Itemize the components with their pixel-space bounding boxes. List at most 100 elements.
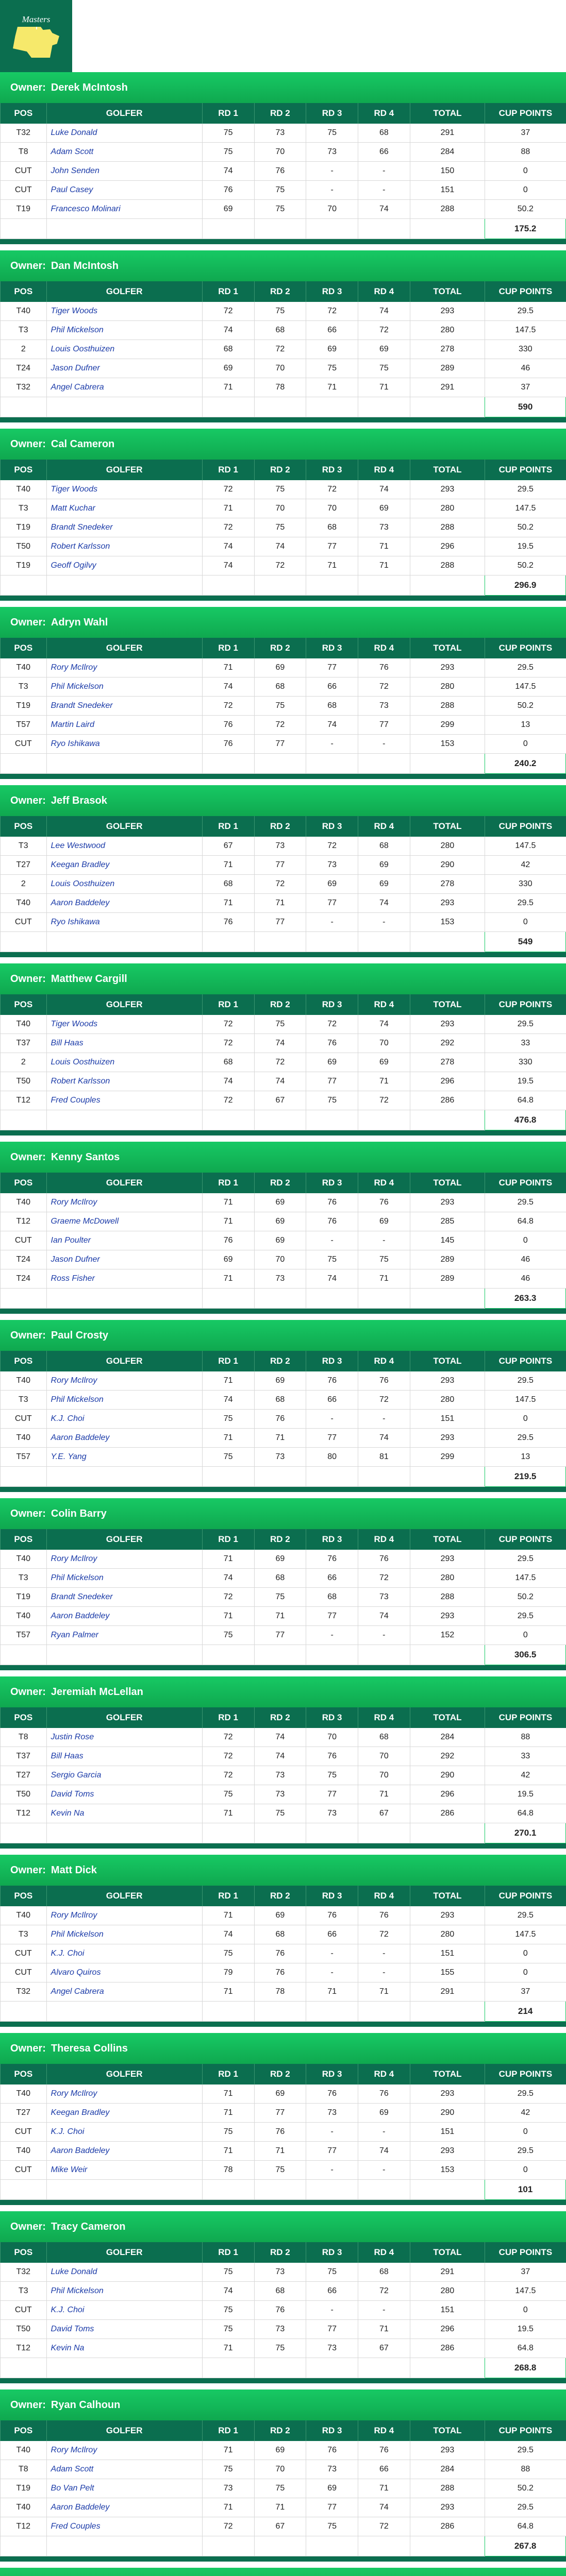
rd3-cell: -	[306, 1963, 358, 1982]
cup-points-cell: 0	[485, 735, 566, 754]
rd2-cell: 71	[254, 2142, 306, 2161]
rd4-cell: -	[358, 2301, 410, 2320]
cup-points-cell: 46	[485, 1269, 566, 1289]
owner-name-11: Theresa Collins	[51, 2043, 128, 2055]
rd3-cell: 76	[306, 1193, 358, 1212]
cup-points-cell: 37	[485, 1982, 566, 2002]
total-cell: 151	[410, 1944, 485, 1963]
rd2-cell: 76	[254, 162, 306, 181]
rd1-cell: 71	[202, 2084, 254, 2104]
cup-points-cell: 0	[485, 2123, 566, 2142]
rd3-cell: 68	[306, 1588, 358, 1607]
column-header-cup-points: CUP POINTS	[485, 994, 566, 1015]
table-row: T3 Lee Westwood 67 73 72 68 280 147.5	[1, 837, 566, 856]
rd1-cell: 76	[202, 913, 254, 932]
rd2-cell: 70	[254, 499, 306, 518]
total-cell: 293	[410, 480, 485, 499]
owner-block-0: Owner: Derek McIntosh POS GOLFER RD 1 RD 2 RD …	[0, 72, 566, 244]
column-header-pos: POS	[1, 2242, 47, 2263]
cup-points-cell: 147.5	[485, 321, 566, 340]
position-cell: T40	[1, 1015, 47, 1034]
position-cell: CUT	[1, 1231, 47, 1250]
cup-points-cell: 147.5	[485, 499, 566, 518]
rd4-cell: 66	[358, 143, 410, 162]
rd3-cell: 73	[306, 2104, 358, 2123]
column-header-rd-4: RD 4	[358, 1351, 410, 1371]
rd1-cell: 68	[202, 340, 254, 359]
position-cell: CUT	[1, 735, 47, 754]
table-row: 2 Louis Oosthuizen 68 72 69 69 278 330	[1, 340, 566, 359]
column-header-golfer: GOLFER	[46, 2064, 202, 2084]
position-cell: T57	[1, 1448, 47, 1467]
stats-table-12: POS GOLFER RD 1 RD 2 RD 3 RD 4 TOTAL CUP POINTS…	[0, 2242, 566, 2378]
table-row: CUT John Senden 74 76- -150 0	[1, 162, 566, 181]
rd2-cell: 74	[254, 537, 306, 556]
total-cell: 151	[410, 2123, 485, 2142]
team-total-value: 214	[485, 2002, 566, 2022]
position-cell: T8	[1, 2460, 47, 2479]
golfer-cell: Lee Westwood	[46, 837, 202, 856]
rd1-cell: 71	[202, 1550, 254, 1569]
column-header-pos: POS	[1, 103, 47, 124]
column-header-cup-points: CUP POINTS	[485, 281, 566, 302]
rd2-cell: 68	[254, 1391, 306, 1410]
column-header-golfer: GOLFER	[46, 1707, 202, 1728]
position-cell: 2	[1, 875, 47, 894]
stats-table-0: POS GOLFER RD 1 RD 2 RD 3 RD 4 TOTAL CUP POINTS…	[0, 103, 566, 239]
owner-label: Owner:	[10, 617, 46, 629]
rd1-cell: 75	[202, 143, 254, 162]
rd1-cell: 71	[202, 1906, 254, 1925]
position-cell: T19	[1, 556, 47, 575]
table-row: T27 Keegan Bradley 71 77 73 69 290 42	[1, 2104, 566, 2123]
rd3-cell: 69	[306, 2479, 358, 2498]
rd3-cell: -	[306, 1626, 358, 1645]
total-cell: 280	[410, 677, 485, 697]
column-header-total: TOTAL	[410, 994, 485, 1015]
owner-label: Owner:	[10, 1330, 46, 1342]
table-row: T27 Keegan Bradley 71 77 73 69 290 42	[1, 856, 566, 875]
rd4-cell: 71	[358, 1785, 410, 1804]
position-cell: T40	[1, 2441, 47, 2460]
column-header-rd-1: RD 1	[202, 994, 254, 1015]
column-header-total: TOTAL	[410, 1529, 485, 1550]
column-header-rd-4: RD 4	[358, 816, 410, 837]
cup-points-cell: 50.2	[485, 2479, 566, 2498]
column-header-rd-2: RD 2	[254, 460, 306, 480]
rd2-cell: 75	[254, 1588, 306, 1607]
cup-points-cell: 29.5	[485, 480, 566, 499]
rd2-cell: 75	[254, 302, 306, 321]
rd4-cell: 68	[358, 2263, 410, 2282]
total-cell: 291	[410, 2263, 485, 2282]
rd1-cell: 71	[202, 1371, 254, 1391]
rd1-cell: 75	[202, 1944, 254, 1963]
cup-points-cell: 29.5	[485, 1015, 566, 1034]
position-cell: T40	[1, 1550, 47, 1569]
rd2-cell: 73	[254, 1448, 306, 1467]
rd2-cell: 72	[254, 716, 306, 735]
total-cell: 293	[410, 2084, 485, 2104]
column-header-cup-points: CUP POINTS	[485, 460, 566, 480]
golfer-cell: Aaron Baddeley	[46, 2142, 202, 2161]
column-header-rd-4: RD 4	[358, 2242, 410, 2263]
table-row: T40 Aaron Baddeley 71 71 77 74 293 29.5	[1, 2142, 566, 2161]
cup-points-cell: 0	[485, 2301, 566, 2320]
position-cell: T37	[1, 1034, 47, 1053]
rd4-cell: 76	[358, 658, 410, 677]
column-header-rd-1: RD 1	[202, 281, 254, 302]
rd3-cell: 76	[306, 1371, 358, 1391]
table-row: T40 Rory McIlroy 71 69 76 76 293 29.5	[1, 1550, 566, 1569]
rd4-cell: 73	[358, 518, 410, 537]
rd3-cell: -	[306, 1410, 358, 1429]
rd4-cell: 69	[358, 875, 410, 894]
rd1-cell: 75	[202, 1626, 254, 1645]
column-header-rd-4: RD 4	[358, 460, 410, 480]
position-cell: T12	[1, 1212, 47, 1231]
rd4-cell: 74	[358, 1015, 410, 1034]
rd1-cell: 75	[202, 124, 254, 143]
rd1-cell: 72	[202, 1091, 254, 1110]
rd4-cell: -	[358, 913, 410, 932]
rd3-cell: 69	[306, 1053, 358, 1072]
table-row: T3 Phil Mickelson 74 68 66 72 280 147.5	[1, 1569, 566, 1588]
